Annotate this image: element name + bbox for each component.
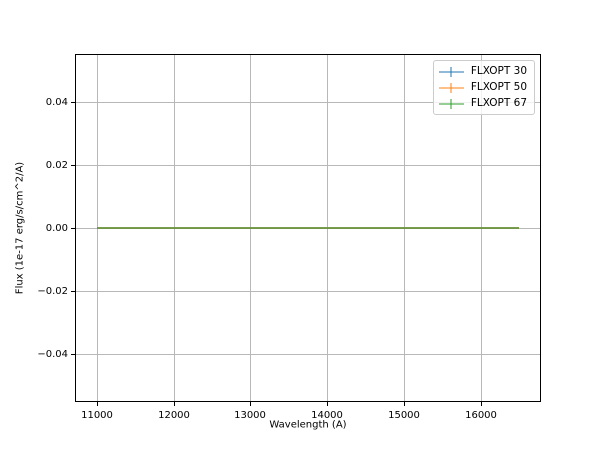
y-gridline [76, 291, 540, 292]
x-tick [481, 402, 482, 406]
x-tick-label: 11000 [81, 410, 113, 421]
y-tick-label: 0.00 [45, 223, 68, 234]
x-tick-label: 14000 [311, 410, 343, 421]
x-tick [404, 402, 405, 406]
y-tick [71, 228, 75, 229]
y-gridline [76, 102, 540, 103]
x-tick-label: 16000 [465, 410, 497, 421]
legend-item: FLXOPT 67 [438, 97, 527, 110]
y-axis-label: Flux (1e-17 erg/s/cm^2/A) [14, 161, 26, 295]
legend-item: FLXOPT 30 [438, 65, 527, 78]
y-tick-label: 0.02 [45, 160, 68, 171]
legend-label: FLXOPT 67 [470, 97, 527, 109]
y-gridline [76, 165, 540, 166]
y-tick [71, 354, 75, 355]
x-tick-label: 15000 [388, 410, 420, 421]
errorbar-handle-icon [438, 66, 464, 78]
y-tick-label: −0.04 [37, 349, 68, 360]
y-tick [71, 102, 75, 103]
y-tick-label: −0.02 [37, 286, 68, 297]
x-axis-label: Wavelength (A) [269, 419, 347, 431]
series-line [97, 227, 519, 229]
x-tick [250, 402, 251, 406]
legend-label: FLXOPT 50 [470, 81, 527, 93]
legend-label: FLXOPT 30 [470, 65, 527, 77]
y-tick-label: 0.04 [45, 97, 68, 108]
errorbar-handle-icon [438, 82, 464, 94]
y-tick [71, 291, 75, 292]
x-tick [174, 402, 175, 406]
legend: FLXOPT 30 FLXOPT 50 FLXOPT 67 [432, 60, 535, 115]
plot-area: 11000 12000 13000 14000 15000 16000 0.04 0.02 0.… [37, 54, 541, 421]
y-tick [71, 165, 75, 166]
x-tick [327, 402, 328, 406]
y-gridline [76, 354, 540, 355]
x-tick-label: 12000 [158, 410, 190, 421]
x-tick [97, 402, 98, 406]
legend-item: FLXOPT 50 [438, 81, 527, 94]
x-tick-label: 13000 [234, 410, 266, 421]
errorbar-handle-icon [438, 98, 464, 110]
